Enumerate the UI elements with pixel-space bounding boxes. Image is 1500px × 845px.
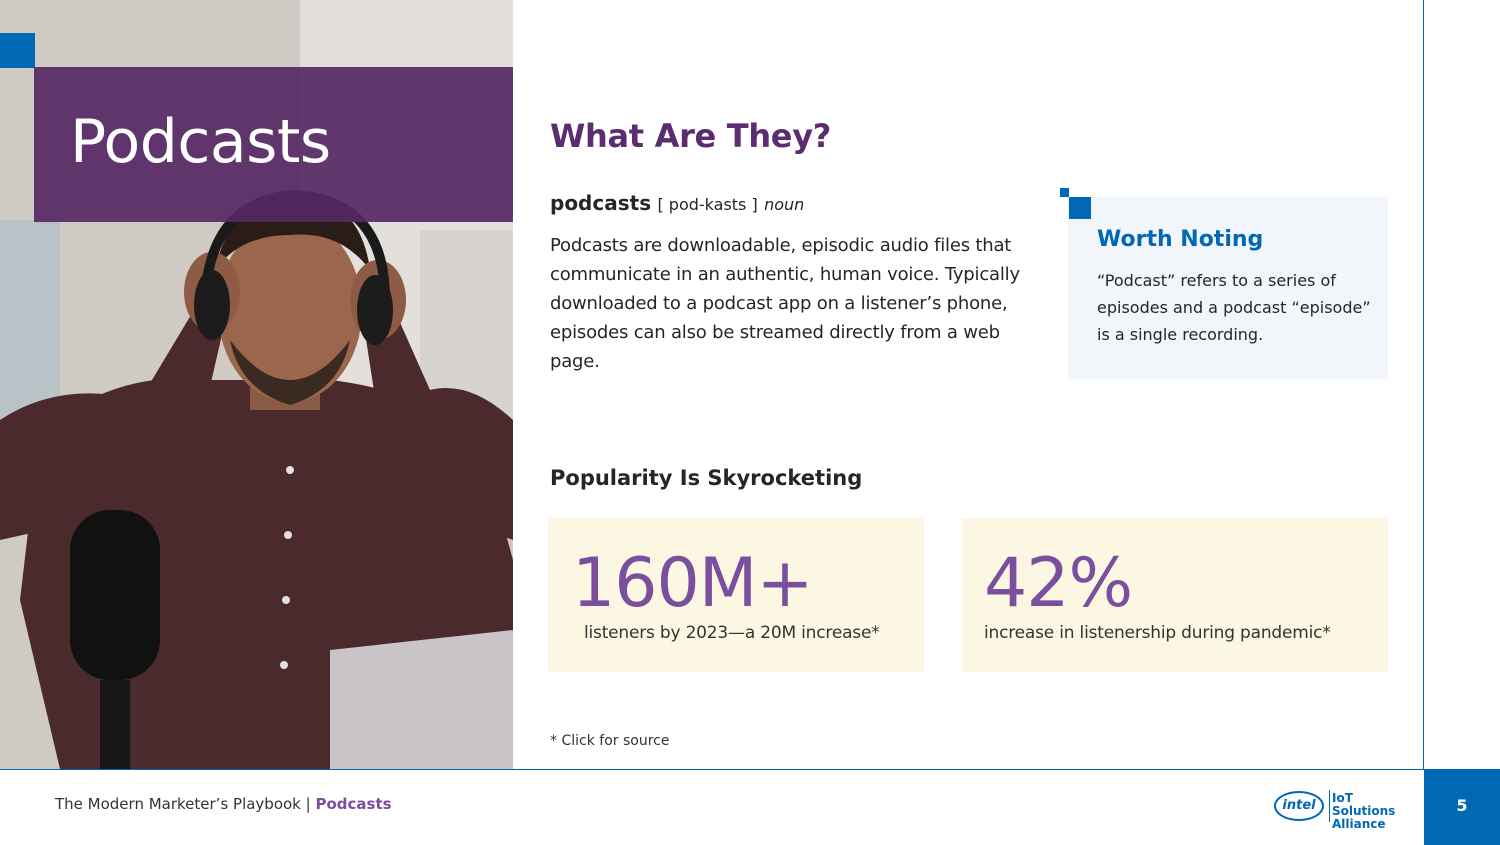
page-title: Podcasts [70,107,331,177]
logo-line-1: IoT Solutions [1332,791,1396,818]
note-accent-large [1069,197,1091,219]
stat-label[interactable]: increase in listenership during pandemic… [984,623,1331,643]
section-heading: What Are They? [550,117,832,155]
footer-separator: | [305,795,311,813]
worth-noting-box: Worth Noting “Podcast” refers to a serie… [1068,197,1388,379]
footer-publication: The Modern Marketer’s Playbook [55,795,301,813]
page-number: 5 [1456,796,1468,815]
note-text: “Podcast” refers to a series of episodes… [1097,271,1371,344]
logo-text: IoT Solutions Alliance [1332,792,1414,831]
page-number-box: 5 [1424,769,1500,845]
definition-text: Podcasts are downloadable, episodic audi… [550,235,1020,372]
footer-breadcrumb: The Modern Marketer’s Playbook | Podcast… [55,795,392,813]
hero-photo: Podcasts [0,0,513,769]
term-pronunciation: [ pod-kasts ] [657,195,758,214]
term-word: podcasts [550,191,652,215]
note-accent-small [1060,188,1069,197]
stat-label[interactable]: listeners by 2023—a 20M increase* [584,623,880,643]
stat-card-listeners: 160M+ listeners by 2023—a 20M increase* [548,518,924,672]
intel-wordmark: intel [1274,791,1324,821]
right-border [1423,0,1424,769]
logo-line-2: Alliance [1332,817,1386,831]
dictionary-entry: podcasts [ pod-kasts ] noun [550,191,804,215]
logo-divider [1329,790,1330,822]
title-band: Podcasts [34,67,513,222]
term-part-of-speech: noun [764,195,805,214]
note-title: Worth Noting [1097,227,1264,252]
source-link[interactable]: * Click for source [550,733,670,749]
stat-card-pandemic: 42% increase in listenership during pand… [962,518,1388,672]
stat-value: 42% [984,544,1133,623]
intel-logo-icon: intel IoT Solutions Alliance [1274,786,1414,831]
stat-value: 160M+ [572,544,813,623]
footer-divider [0,769,1424,770]
footer-section: Podcasts [315,795,392,813]
popularity-heading: Popularity Is Skyrocketing [550,466,863,490]
corner-accent [0,33,35,68]
